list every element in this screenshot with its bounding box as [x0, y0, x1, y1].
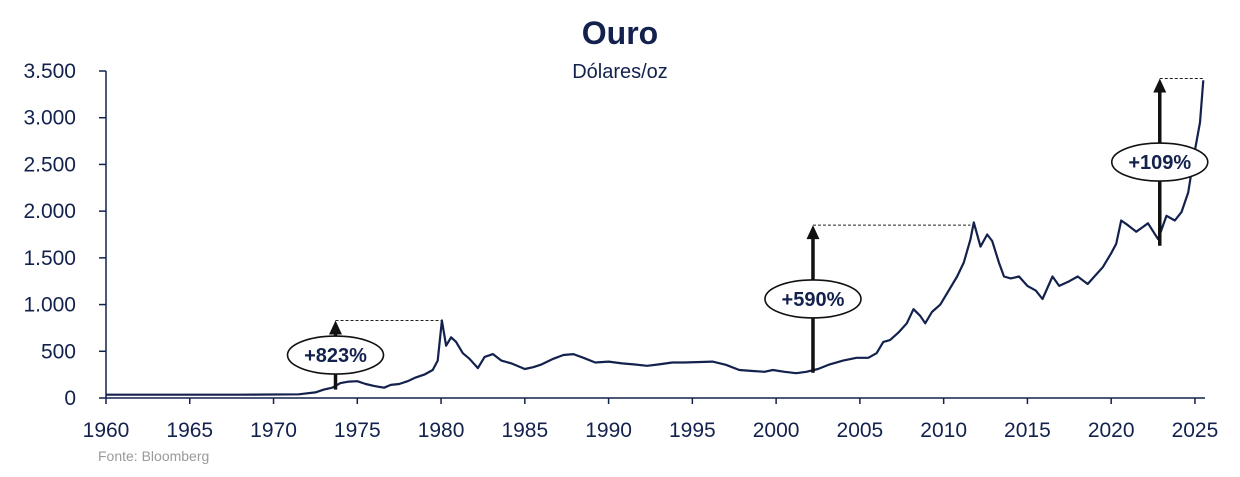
- x-tick-label: 2005: [837, 419, 884, 442]
- series-layer: [106, 80, 1205, 396]
- growth-arrow-head: [329, 320, 343, 335]
- x-tick-label: 1985: [501, 419, 548, 442]
- y-tick-label: 1.000: [23, 294, 76, 317]
- y-tick-label: 2.000: [23, 200, 76, 223]
- series-line: [106, 80, 1205, 396]
- x-tick-label: 2015: [1004, 419, 1051, 442]
- x-tick-label: 1995: [669, 419, 716, 442]
- y-axis: 0 500 1.000 1.500 2.000 2.500 3.000 3.500: [23, 60, 107, 410]
- y-tick-label: 1.500: [23, 247, 76, 270]
- x-tick-label: 1980: [418, 419, 465, 442]
- x-axis: 1960 1965 1970 1975 1980 1985 1990 1995 2000 2005…: [83, 397, 1219, 442]
- growth-badge: [1110, 142, 1209, 182]
- chart-title: Ouro: [582, 15, 658, 51]
- x-tick-label: 1990: [585, 419, 632, 442]
- growth-badge-label: +823%: [304, 345, 367, 367]
- x-tick-label: 2010: [920, 419, 967, 442]
- x-tick-label: 1975: [334, 419, 381, 442]
- x-tick-label: 1970: [250, 419, 297, 442]
- x-tick-label: 2000: [753, 419, 800, 442]
- y-tick-label: 3.000: [23, 107, 76, 130]
- growth-badge: [286, 335, 385, 375]
- y-tick-label: 2.500: [23, 153, 76, 176]
- x-tick-label: 1965: [166, 419, 213, 442]
- x-tick-label: 2020: [1088, 419, 1135, 442]
- x-tick-label: 1960: [83, 419, 130, 442]
- chart-subtitle: Dólares/oz: [572, 61, 668, 83]
- y-tick-label: 0: [64, 387, 76, 410]
- y-tick-label: 500: [41, 340, 76, 363]
- growth-badge: [764, 279, 862, 319]
- source-note: Fonte: Bloomberg: [98, 448, 209, 464]
- x-tick-label: 2025: [1172, 419, 1219, 442]
- y-tick-label: 3.500: [23, 60, 76, 83]
- growth-arrow-head: [806, 225, 820, 240]
- growth-arrow-head: [1153, 78, 1167, 93]
- growth-badge-label: +109%: [1128, 152, 1191, 174]
- growth-badge-label: +590%: [782, 289, 845, 311]
- annotation-layer: +823% +590% +109%: [286, 77, 1209, 390]
